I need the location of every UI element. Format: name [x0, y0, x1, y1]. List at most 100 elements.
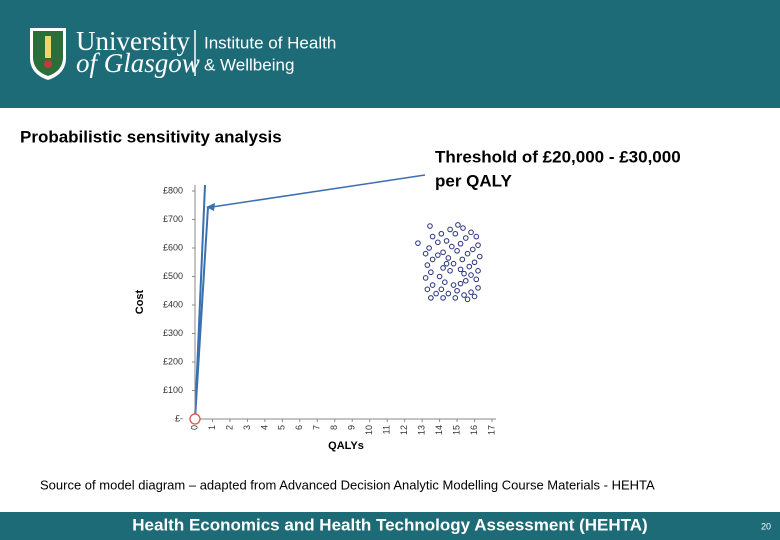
institute-name: Institute of Health	[204, 33, 336, 52]
scatter-point	[427, 223, 433, 229]
scatter-point	[468, 229, 474, 236]
scatter-point	[469, 246, 476, 253]
x-tick-label: 3	[242, 425, 252, 430]
scatter-point	[475, 242, 481, 248]
y-axis-title: Cost	[134, 289, 146, 314]
y-tick-label: £600	[163, 242, 183, 252]
scatter-point	[462, 277, 469, 284]
x-tick-label: 6	[294, 425, 304, 430]
scatter-point	[450, 260, 457, 267]
scatter-point	[471, 259, 478, 266]
x-tick-label: 11	[382, 425, 392, 434]
scatter-point	[468, 272, 474, 278]
x-tick-label: 7	[312, 425, 322, 430]
scatter-point	[189, 413, 201, 425]
scatter-point	[424, 262, 431, 268]
logo-shield	[30, 28, 66, 80]
scatter-point	[466, 263, 473, 270]
annotation: per QALY	[435, 171, 513, 190]
scatter-point	[442, 279, 448, 286]
x-tick-label: 17	[486, 425, 496, 435]
scatter-point	[457, 266, 464, 273]
scatter-point	[429, 256, 436, 263]
scatter-point	[433, 290, 439, 297]
threshold-line	[194, 206, 209, 420]
scatter-point	[459, 256, 466, 263]
university-name: of Glasgow	[76, 48, 200, 78]
scatter-point	[440, 295, 446, 301]
scatter-point	[452, 230, 459, 237]
scatter-point	[438, 286, 445, 293]
annotation: Threshold of £20,000 - £30,000	[435, 147, 681, 166]
annotation-arrow	[211, 174, 426, 208]
x-tick-label: 2	[224, 425, 234, 430]
y-tick-label: £-	[175, 413, 183, 423]
scatter-point	[426, 245, 432, 251]
scatter-point	[471, 293, 478, 300]
scatter-point	[464, 250, 471, 257]
scatter-point	[429, 233, 436, 240]
scatter-point	[461, 270, 467, 277]
x-tick-label: 1	[207, 425, 217, 430]
scatter-point	[429, 282, 436, 288]
scatter-point	[461, 292, 467, 298]
scatter-point	[443, 238, 450, 244]
scatter-point	[435, 239, 441, 246]
institute-name: & Wellbeing	[204, 55, 294, 74]
x-tick-label: 0	[189, 425, 199, 430]
scatter-point	[443, 260, 450, 267]
scatter-point	[476, 253, 483, 260]
source-note: Source of model diagram – adapted from A…	[40, 477, 655, 492]
slide-title: Probabilistic sensitivity analysis	[20, 127, 282, 146]
x-tick-label: 13	[416, 425, 426, 435]
header-band	[0, 0, 780, 108]
scatter-point	[436, 273, 443, 280]
scatter-point	[449, 243, 455, 250]
scatter-point	[428, 295, 434, 301]
scatter-point	[450, 282, 457, 288]
scatter-point	[473, 233, 480, 240]
scatter-point	[473, 276, 480, 283]
x-tick-label: 15	[451, 425, 461, 435]
x-tick-label: 4	[259, 425, 269, 430]
x-tick-label: 14	[434, 425, 444, 435]
scatter-point	[454, 287, 460, 294]
y-tick-label: £500	[163, 271, 183, 281]
scatter-point	[440, 249, 446, 256]
y-tick-label: £100	[163, 385, 183, 395]
scatter-point	[447, 268, 453, 274]
scatter-point	[440, 265, 446, 271]
y-tick-label: £300	[163, 328, 183, 338]
y-tick-label: £400	[163, 299, 183, 309]
university-name: University	[76, 26, 190, 56]
scatter-point	[445, 255, 452, 261]
scatter-point	[445, 290, 452, 297]
scatter-point	[422, 275, 429, 281]
scatter-point	[438, 230, 445, 237]
x-tick-label: 5	[277, 425, 287, 430]
page-number: 20	[761, 521, 771, 531]
x-axis-title: QALYs	[328, 440, 364, 452]
x-tick-label: 9	[347, 425, 357, 430]
scatter-point	[475, 268, 481, 274]
scatter-point	[428, 269, 434, 276]
scatter-point	[447, 226, 453, 233]
scatter-point	[457, 280, 464, 287]
scatter-point	[452, 295, 459, 301]
scatter-point	[460, 225, 466, 231]
scatter-point	[468, 289, 474, 295]
scatter-point	[415, 240, 421, 246]
scatter-point	[422, 250, 429, 257]
y-tick-label: £200	[163, 356, 183, 366]
scatter-point	[455, 222, 461, 228]
x-tick-label: 8	[329, 425, 339, 430]
scatter-point	[475, 285, 481, 291]
x-tick-label: 10	[364, 425, 374, 435]
scatter-point	[457, 240, 464, 247]
scatter-point	[454, 248, 460, 254]
x-tick-label: 12	[399, 425, 409, 435]
scatter-point	[435, 252, 441, 258]
scatter-point	[464, 296, 471, 303]
